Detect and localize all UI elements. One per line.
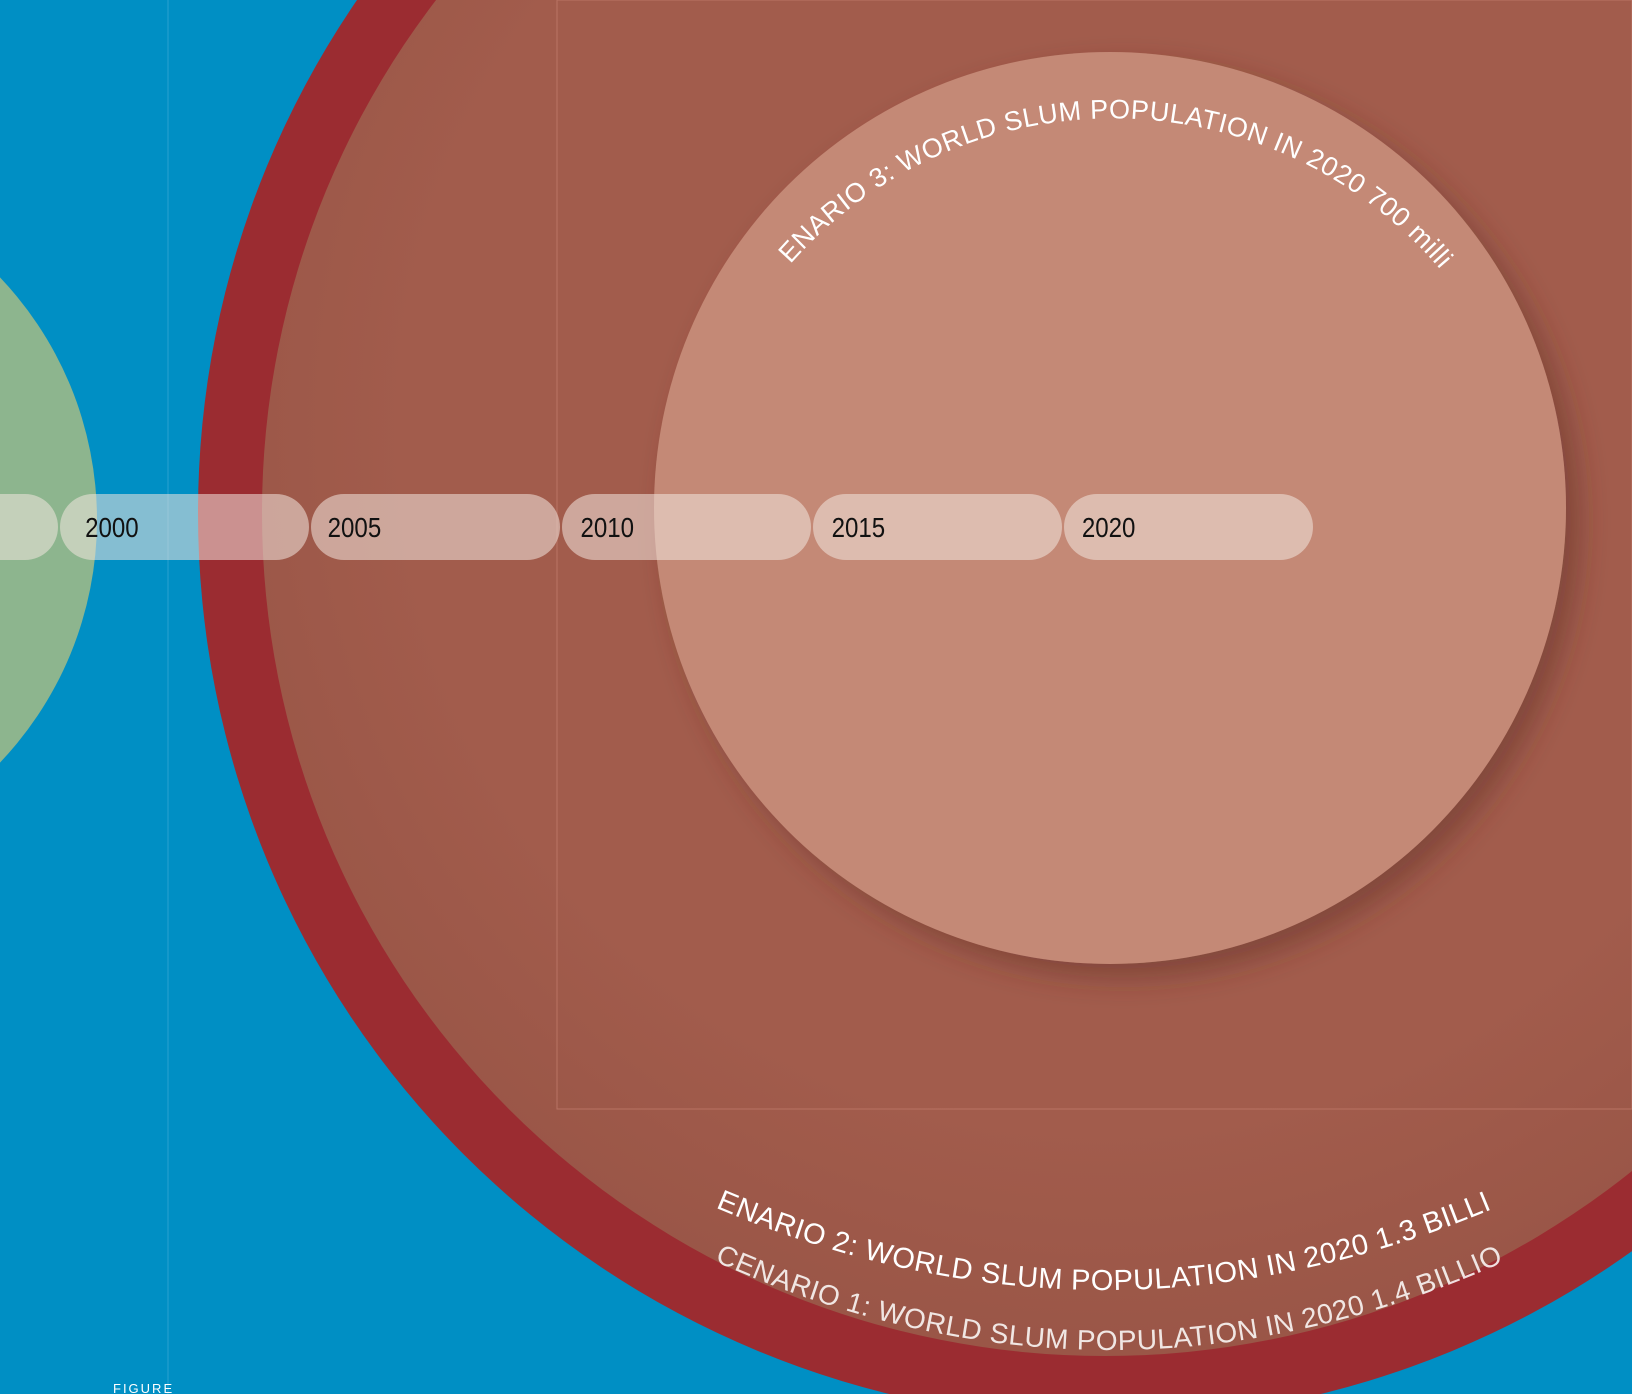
- timeline-pill-1995: [0, 494, 58, 560]
- timeline-pill-2000: [60, 494, 309, 560]
- timeline-pill-2015: [813, 494, 1062, 560]
- inner-frame-guide: [556, 0, 1632, 1110]
- timeline-year-2000: 2000: [85, 511, 139, 543]
- figure-caption-label: FIGURE: [113, 1381, 174, 1394]
- timeline-pill-2005: [311, 494, 560, 560]
- timeline-year-2005: 2005: [328, 511, 382, 543]
- timeline-pill-2010: [562, 494, 811, 560]
- timeline-pill-2020: [1064, 494, 1313, 560]
- timeline-year-2015: 2015: [832, 511, 886, 543]
- timeline-year-2010: 2010: [581, 511, 635, 543]
- timeline-year-2020: 2020: [1082, 511, 1136, 543]
- timeline: 2000 2005 2010 2015 2020: [0, 494, 1313, 560]
